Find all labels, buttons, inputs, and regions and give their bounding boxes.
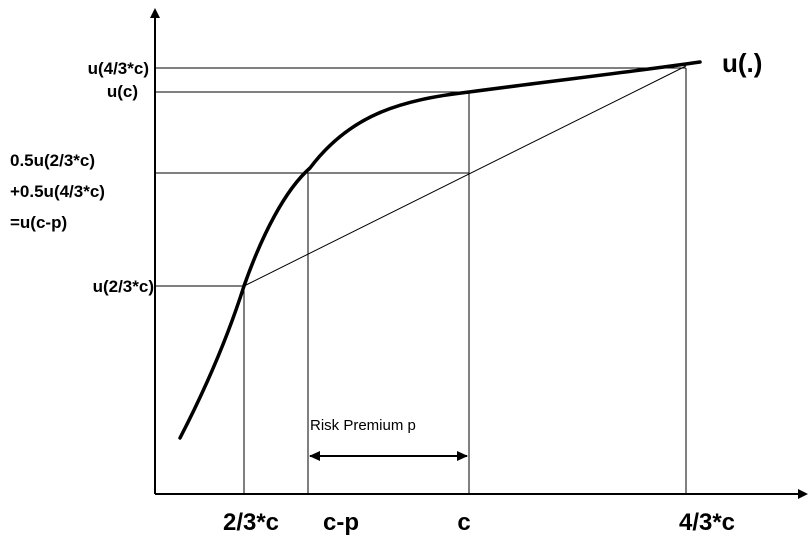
y-label-u-low: u(2/3*c) — [93, 277, 154, 296]
y-label-u-c: u(c) — [107, 82, 138, 101]
x-label-cp: c-p — [323, 509, 359, 536]
chord-line — [243, 65, 687, 287]
x-label-low: 2/3*c — [223, 509, 279, 536]
y-label-u-high: u(4/3*c) — [88, 59, 149, 78]
risk-premium-label: Risk Premium p — [310, 417, 416, 434]
y-label-mix-2: +0.5u(4/3*c) — [10, 182, 105, 201]
y-label-mix-3: =u(c-p) — [10, 213, 67, 232]
utility-curve — [178, 60, 702, 440]
x-label-c: c — [457, 509, 470, 536]
curve-label: u(.) — [722, 48, 762, 78]
y-label-mix-1: 0.5u(2/3*c) — [10, 151, 95, 170]
x-label-high: 4/3*c — [679, 509, 735, 536]
